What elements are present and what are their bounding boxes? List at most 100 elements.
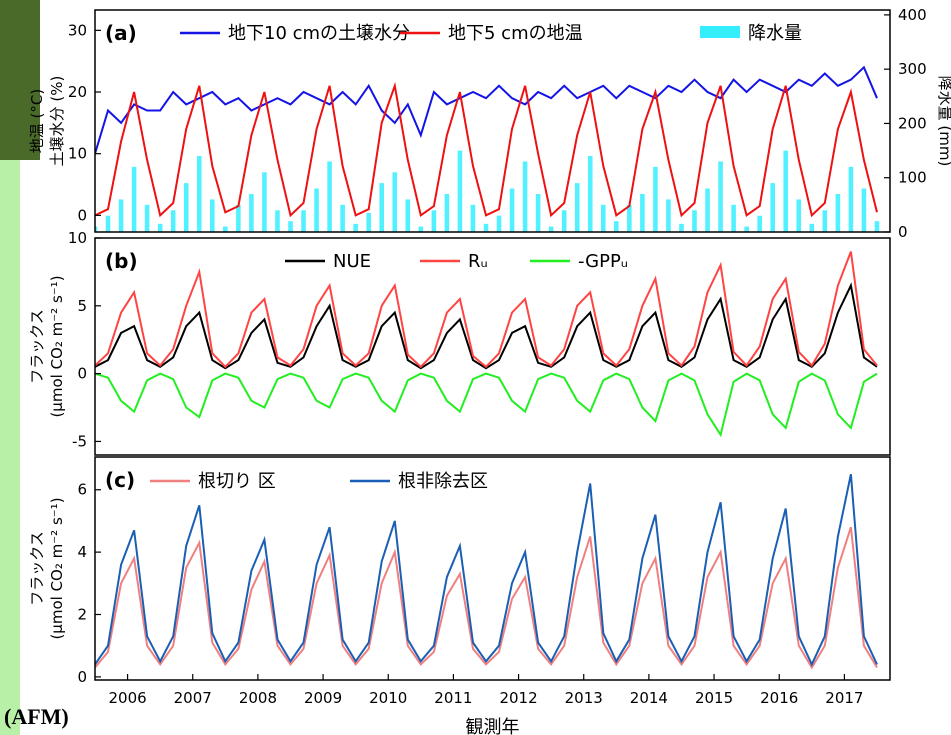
precip-bar	[548, 226, 554, 232]
series-line	[95, 372, 878, 438]
side-photo	[0, 0, 40, 160]
x-tick-label: 2011	[434, 689, 472, 707]
precip-bar	[353, 223, 358, 232]
precip-bar	[822, 210, 828, 232]
precip-bar	[640, 194, 645, 232]
precip-bar	[679, 223, 684, 232]
series-line	[95, 473, 878, 667]
y-tick-label: 2	[77, 606, 87, 624]
precip-bar	[118, 199, 124, 232]
precip-bar	[262, 172, 267, 232]
precip-bar	[392, 172, 398, 232]
precip-bar	[653, 166, 658, 232]
precip-bar	[744, 226, 749, 232]
series-line	[95, 251, 878, 369]
plot-frame	[94, 237, 891, 456]
precip-bar	[288, 221, 293, 232]
y-tick-label: 5	[77, 297, 87, 315]
precip-bar	[627, 204, 632, 232]
precip-bar	[731, 204, 736, 232]
y2-tick-label: 200	[898, 114, 927, 132]
plot-frame	[94, 456, 891, 681]
precip-bar	[444, 194, 450, 232]
precip-bar	[301, 210, 306, 232]
x-axis-title: 観測年	[466, 717, 520, 735]
precip-bar	[431, 210, 437, 232]
precip-bar	[574, 183, 580, 232]
panel-label: (a)	[105, 21, 137, 45]
y2-tick-label: 400	[898, 6, 927, 24]
x-tick-label: 2013	[565, 689, 603, 707]
precip-bar	[561, 210, 567, 232]
precip-bar	[587, 156, 593, 232]
panel-label: (c)	[105, 468, 135, 492]
precip-bar	[157, 223, 163, 232]
precip-bar	[236, 204, 241, 232]
precip-bar	[522, 161, 528, 232]
y2-tick-label: 0	[898, 223, 908, 241]
precip-bar	[183, 183, 189, 232]
precip-bar	[275, 210, 280, 232]
precip-bar	[457, 150, 463, 232]
precip-bar	[718, 161, 723, 232]
y-axis-title: 地温 (°C)	[28, 89, 46, 153]
precip-bar	[705, 188, 710, 232]
precip-bar	[757, 215, 762, 232]
legend-label: -GPPᵤ	[578, 251, 628, 272]
precip-bar	[861, 188, 867, 232]
precip-bar	[249, 194, 254, 232]
precip-bar	[848, 166, 854, 232]
x-tick-label: 2006	[108, 689, 146, 707]
precip-bar	[496, 215, 502, 232]
x-tick-label: 2016	[760, 689, 798, 707]
y-axis-title: 土壌水分 (%)	[48, 76, 66, 167]
x-tick-label: 2012	[499, 689, 537, 707]
y-axis-title: (µmol CO₂ m⁻² s⁻¹)	[48, 275, 66, 417]
y-tick-label: 0	[77, 668, 87, 686]
series-line	[95, 65, 878, 154]
precip-bar	[196, 156, 202, 232]
precip-bar	[509, 188, 515, 232]
precip-bar	[835, 194, 841, 232]
precip-bar	[340, 204, 345, 232]
legend-label: 根非除去区	[398, 471, 488, 492]
y-tick-label: 20	[68, 83, 87, 101]
precip-bar	[770, 183, 775, 232]
y2-axis-title: 降水量 (mm)	[936, 76, 951, 167]
precip-bar	[405, 199, 411, 232]
precip-bar	[418, 226, 424, 232]
y-tick-label: 30	[68, 21, 87, 39]
y-tick-label: 0	[77, 206, 87, 224]
precip-bar	[666, 199, 671, 232]
precip-bar	[379, 183, 385, 232]
precip-bar	[614, 221, 619, 232]
precip-bar	[809, 223, 815, 232]
precip-bar	[535, 194, 541, 232]
precip-bar	[327, 161, 332, 232]
precip-bar	[483, 223, 489, 232]
legend-label: 降水量	[748, 23, 802, 44]
y-tick-label: 0	[77, 365, 87, 383]
x-tick-label: 2015	[695, 689, 733, 707]
legend-label: 地下10 cmの土壌水分	[228, 23, 410, 44]
y2-tick-label: 100	[898, 169, 927, 187]
x-tick-label: 2017	[825, 689, 863, 707]
series-line	[95, 81, 878, 218]
x-tick-label: 2008	[239, 689, 277, 707]
plot-frame	[94, 9, 891, 233]
legend-label: NUE	[333, 251, 371, 272]
precip-bar	[874, 221, 880, 232]
y-axis-title: フラックス	[28, 309, 46, 384]
precip-bar	[366, 213, 371, 232]
y-tick-label: -5	[72, 432, 87, 450]
y-tick-label: 6	[77, 481, 87, 499]
side-strip	[0, 0, 20, 735]
y2-tick-label: 300	[898, 60, 927, 78]
y-tick-label: 4	[77, 543, 87, 561]
precip-bar	[692, 210, 697, 232]
precip-bar	[600, 204, 606, 232]
legend-label: 地下5 cmの地温	[448, 23, 583, 44]
legend-label: 根切り 区	[198, 471, 276, 492]
